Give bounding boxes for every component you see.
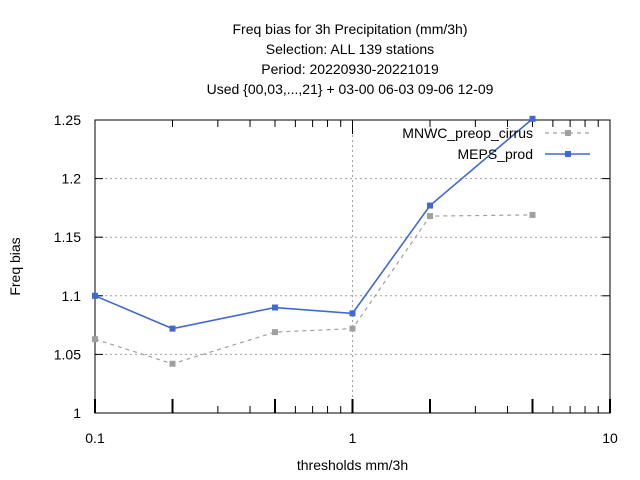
y-tick-label: 1.25 [54,112,81,128]
series-line [94,214,533,365]
data-point [349,325,356,332]
y-axis-label: Freq bias [7,237,23,295]
data-point [427,202,434,209]
legend-label: MNWC_preop_cirrus [402,125,533,141]
chart-title-line-1: Freq bias for 3h Precipitation (mm/3h) [232,21,468,37]
y-tick-label: 1.1 [62,288,82,304]
grid [95,120,610,413]
legend-entry: MNWC_preop_cirrus [402,125,590,141]
plot-frame [94,119,611,414]
y-tick-label: 1.05 [54,346,81,362]
data-point [427,213,434,220]
data-point [169,360,176,367]
data-point [169,325,176,332]
data-point [529,211,536,218]
axis-ticks: 11.051.11.151.21.250.1 1 10 [54,112,618,446]
data-point [271,304,278,311]
x-tick-label: 10 [602,430,618,446]
y-tick-label: 1 [73,405,81,421]
y-tick-label: 1.15 [54,229,81,245]
chart-title-line-4: Used {00,03,...,21} + 03-00 06-03 09-06 … [206,81,494,97]
series-group [92,115,536,367]
chart-title-line-3: Period: 20220930-20221019 [261,61,439,77]
data-point [529,115,536,122]
y-tick-label: 1.2 [62,171,82,187]
series-MEPS_prod [92,115,536,332]
chart-title-line-2: Selection: ALL 139 stations [265,41,435,57]
x-tick-label: 0.1 [85,430,105,446]
series-MNWC_preop_cirrus [92,211,536,367]
x-tick-label: 1 [349,430,357,446]
series-line [94,118,534,330]
legend-marker [565,130,571,136]
data-point [349,310,356,317]
legend-label: MEPS_prod [458,146,533,162]
data-point [92,292,98,299]
legend-marker [565,151,571,157]
data-point [92,336,98,343]
x-axis-label: thresholds mm/3h [297,457,408,473]
legend: MNWC_preop_cirrus MEPS_prod [402,125,590,162]
legend-entry: MEPS_prod [458,146,590,162]
data-point [271,329,278,336]
